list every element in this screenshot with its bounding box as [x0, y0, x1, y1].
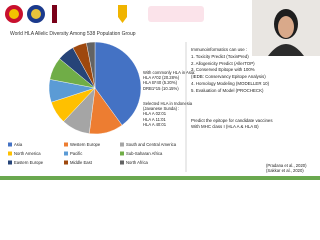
utm-mark — [52, 5, 57, 23]
legend-swatch — [8, 151, 12, 156]
project-badge — [148, 6, 204, 22]
pie-slice — [86, 41, 96, 89]
legend-label: North Africa — [126, 160, 148, 165]
tool-item: 1. Toxicity Predict (ToxinPred) — [191, 53, 249, 59]
predict-note: Predict the epitope for candidate vaccin… — [191, 118, 273, 123]
asia-note: With commonly HLA in Asia: — [143, 70, 196, 75]
legend-swatch — [64, 151, 68, 156]
legend-swatch — [8, 142, 12, 147]
logo-seal-inner — [31, 9, 41, 19]
predict-note: With MHC class I (HLA A & HLA B) — [191, 123, 259, 129]
indonesia-note: (Javanese Sunda) : — [143, 106, 180, 112]
asia-note: DRB1*15 (10.15%) — [143, 85, 179, 91]
legend-label: Middle East — [70, 160, 92, 165]
legend-label: North America — [14, 151, 41, 156]
legend-label: Asia — [14, 142, 23, 147]
pie-slice — [94, 41, 142, 126]
indonesia-note: Selected HLA in Indonesia — [143, 101, 193, 106]
tool-item: 5. Evaluation of Model (PROCHECK) — [191, 87, 264, 93]
pie-title: World HLA Allelic Diversity Among 538 Po… — [10, 31, 136, 37]
indonesia-note: HLA A 11:01 — [143, 116, 166, 122]
asia-note: HLA B*40 (5.20%) — [143, 80, 177, 86]
legend-label: South and Central America — [126, 142, 177, 147]
legend-swatch — [120, 160, 124, 165]
webcam-shoulders — [268, 44, 304, 56]
tool-item: 3. Conserved Epitope with 100% — [191, 67, 255, 73]
legend-swatch — [8, 160, 12, 165]
legend-label: Western Europe — [70, 142, 101, 147]
footer-bar — [0, 176, 320, 180]
legend-swatch — [120, 142, 124, 147]
pie-chart — [48, 41, 142, 135]
screen: North Africa Middle East Eastern Europe Sub… — [0, 0, 320, 180]
citation: (Sakkar et al., 2020) — [266, 168, 304, 174]
indonesia-note: HLA A 40:01 — [143, 121, 167, 127]
indonesia-note: HLA A 02:01 — [143, 111, 167, 117]
legend-swatch — [64, 142, 68, 147]
citation: (Pradana et al., 2020) — [266, 163, 307, 168]
legend-swatch — [64, 160, 68, 165]
legend-label: Pacific — [70, 151, 83, 156]
logo-emblem-inner — [9, 9, 19, 19]
tool-item: Immunoinformatics can use : — [191, 47, 248, 52]
asia-note: HLA A*02 (20.28%) — [143, 75, 180, 81]
legend-label: Eastern Europe — [14, 160, 44, 165]
tool-item: 2. Allogenicity Predict (AllerTOP) — [191, 60, 255, 66]
tool-item: 4. Homology Modeling (MODELLER 10) — [191, 81, 270, 86]
legend-swatch — [120, 151, 124, 156]
slide-graphics — [0, 0, 320, 180]
tool-item: (IEDB: Conservancy Epitope Analysis) — [191, 74, 266, 80]
webcam-face — [278, 16, 294, 38]
logo-crest — [118, 5, 127, 23]
legend-label: Sub-Saharan Africa — [126, 151, 163, 156]
